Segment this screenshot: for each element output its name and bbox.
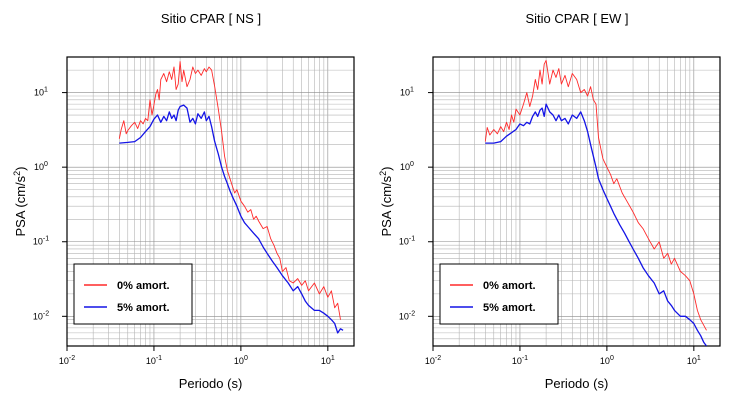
- series-line-0pct: [484, 59, 707, 331]
- legend-label: 5% amort.: [117, 302, 170, 314]
- y-tick-label: 101: [400, 87, 414, 98]
- x-tick-label: 100: [600, 355, 614, 366]
- x-tick-exp: -2: [69, 355, 75, 362]
- series-line-0pct: [118, 61, 341, 320]
- x-tick-exp: 1: [331, 355, 335, 362]
- y-axis-label-end: ): [13, 166, 28, 170]
- x-tick-exp: 0: [244, 355, 248, 362]
- y-tick-exp: 0: [410, 161, 414, 168]
- y-tick-exp: 1: [410, 87, 414, 94]
- y-tick-label: 10-1: [33, 236, 49, 247]
- y-tick-base: 10: [399, 237, 409, 247]
- y-tick-exp: -2: [409, 310, 415, 317]
- x-tick-base: 10: [425, 356, 435, 366]
- legend: 0% amort. 5% amort.: [439, 263, 559, 325]
- x-tick-exp: -1: [522, 355, 528, 362]
- chart-title: Sitio CPAR [ NS ]: [161, 11, 261, 26]
- chart-title: Sitio CPAR [ EW ]: [525, 11, 628, 26]
- y-tick-label: 100: [400, 161, 414, 172]
- x-tick-exp: 1: [697, 355, 701, 362]
- x-tick-label: 100: [234, 355, 248, 366]
- y-tick-base: 10: [33, 237, 43, 247]
- x-tick-base: 10: [321, 356, 331, 366]
- y-axis-label-sup: 2: [378, 171, 388, 176]
- x-axis-label: Periodo (s): [179, 376, 243, 391]
- y-tick-base: 10: [34, 162, 44, 172]
- y-axis-label-sup: 2: [12, 171, 22, 176]
- legend-label: 5% amort.: [483, 302, 536, 314]
- legend-label: 0% amort.: [117, 280, 170, 292]
- series-line-5pct: [119, 104, 344, 334]
- y-axis-label-main: PSA (cm/s: [379, 175, 394, 236]
- y-tick-exp: -1: [409, 236, 415, 243]
- x-tick-label: 101: [321, 355, 335, 366]
- y-tick-base: 10: [33, 311, 43, 321]
- y-tick-base: 10: [400, 162, 410, 172]
- y-axis-label: PSA (cm/s2): [12, 166, 28, 236]
- x-tick-base: 10: [59, 356, 69, 366]
- x-tick-exp: -1: [156, 355, 162, 362]
- y-axis-label-end: ): [379, 166, 394, 170]
- x-tick-label: 101: [687, 355, 701, 366]
- legend-label: 0% amort.: [483, 280, 536, 292]
- x-tick-base: 10: [512, 356, 522, 366]
- x-tick-base: 10: [600, 356, 610, 366]
- x-axis-label: Periodo (s): [545, 376, 609, 391]
- x-tick-base: 10: [687, 356, 697, 366]
- x-tick-label: 10-2: [425, 355, 441, 366]
- y-axis-label-main: PSA (cm/s: [13, 175, 28, 236]
- series-line-5pct: [485, 103, 708, 346]
- y-tick-label: 101: [34, 87, 48, 98]
- x-tick-label: 10-1: [512, 355, 528, 366]
- legend-box: [439, 263, 559, 325]
- x-tick-label: 10-2: [59, 355, 75, 366]
- x-tick-base: 10: [234, 356, 244, 366]
- y-tick-label: 10-2: [33, 310, 49, 321]
- x-tick-base: 10: [146, 356, 156, 366]
- y-tick-exp: 1: [44, 87, 48, 94]
- plot-frame: [66, 56, 355, 347]
- y-tick-exp: -1: [43, 236, 49, 243]
- y-tick-label: 10-2: [399, 310, 415, 321]
- y-tick-label: 10-1: [399, 236, 415, 247]
- y-axis-label: PSA (cm/s2): [378, 166, 394, 236]
- y-tick-base: 10: [399, 311, 409, 321]
- x-tick-exp: 0: [610, 355, 614, 362]
- y-tick-label: 100: [34, 161, 48, 172]
- plot-frame: [432, 56, 721, 347]
- y-tick-exp: -2: [43, 310, 49, 317]
- x-tick-label: 10-1: [146, 355, 162, 366]
- y-tick-exp: 0: [44, 161, 48, 168]
- y-tick-base: 10: [400, 88, 410, 98]
- legend-box: [73, 263, 193, 325]
- grid: [66, 56, 355, 347]
- y-tick-base: 10: [34, 88, 44, 98]
- legend: 0% amort. 5% amort.: [73, 263, 193, 325]
- x-tick-exp: -2: [435, 355, 441, 362]
